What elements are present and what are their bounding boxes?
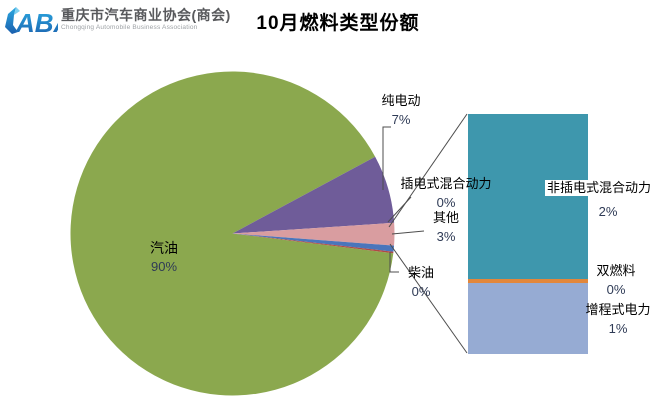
pie-slice-纯电动[interactable]: [232, 156, 395, 234]
bar-segment-增程式电力[interactable]: [468, 282, 588, 354]
label-range-extended: 增程式电力 1%: [585, 302, 651, 336]
caba-logo-icon: ABA: [5, 7, 58, 37]
svg-text:ABA: ABA: [15, 8, 58, 37]
breakout-bar[interactable]: [468, 114, 588, 354]
org-name-en: Chongqing Automobile Business Associatio…: [61, 24, 198, 31]
label-diesel: 柴油 0%: [407, 265, 434, 299]
label-gasoline: 汽油 90%: [150, 240, 178, 274]
label-other: 其他 3%: [432, 210, 459, 244]
org-name-cn: 重庆市汽车商业协会(商会): [61, 7, 231, 23]
bar-segment-双燃料[interactable]: [468, 278, 588, 283]
label-plugin-hybrid: 插电式混合动力 0%: [400, 176, 492, 210]
pie-slice-插电式混合动力[interactable]: [232, 233, 394, 254]
label-pure-electric: 纯电动 7%: [381, 93, 421, 127]
label-nonplugin-hybrid: 非插电式混合动力: [545, 180, 654, 196]
bar-segment-非插电式混合动力[interactable]: [468, 114, 588, 279]
pie-slice-柴油[interactable]: [232, 233, 395, 252]
pie-chart[interactable]: [70, 71, 395, 396]
pie-slice-汽油[interactable]: [70, 71, 394, 396]
label-dual-fuel: 双燃料 0%: [596, 263, 636, 297]
org-logo: ABA 重庆市汽车商业协会(商会) Chongqing Automobile B…: [4, 5, 231, 37]
chart-title: 10月燃料类型份额: [256, 13, 420, 34]
label-nonplugin-hybrid-pct: 2%: [598, 204, 618, 219]
pie-slice-其他[interactable]: [232, 222, 395, 246]
